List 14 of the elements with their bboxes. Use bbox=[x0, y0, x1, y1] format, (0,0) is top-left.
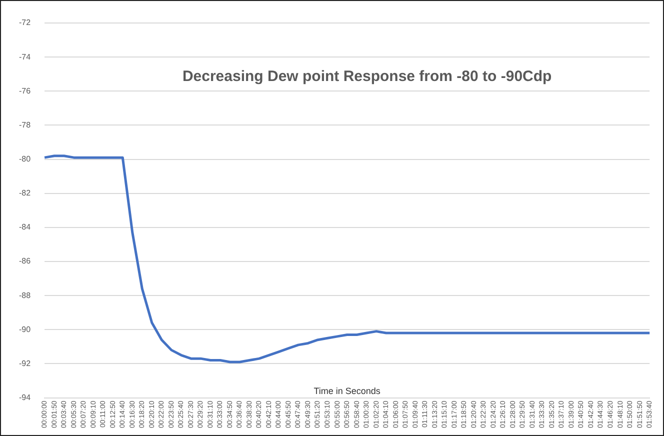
y-tick-label: -92 bbox=[19, 358, 32, 368]
y-tick-label: -90 bbox=[19, 324, 32, 334]
y-tick-label: -74 bbox=[19, 52, 32, 62]
y-tick-label: -72 bbox=[19, 18, 32, 28]
y-tick-label: -78 bbox=[19, 120, 32, 130]
y-tick-label: -88 bbox=[19, 290, 32, 300]
y-tick-label: -82 bbox=[19, 188, 32, 198]
y-tick-label: -80 bbox=[19, 154, 32, 164]
y-tick-label: -94 bbox=[19, 392, 32, 402]
text: Decreasing Dew point Response from -80 to -90Cdp bbox=[182, 68, 552, 85]
y-tick-label: -86 bbox=[19, 256, 32, 266]
x-axis-title: Time in Seconds bbox=[314, 386, 381, 396]
y-tick-label: -76 bbox=[19, 86, 32, 96]
y-tick-label: -84 bbox=[19, 222, 32, 232]
